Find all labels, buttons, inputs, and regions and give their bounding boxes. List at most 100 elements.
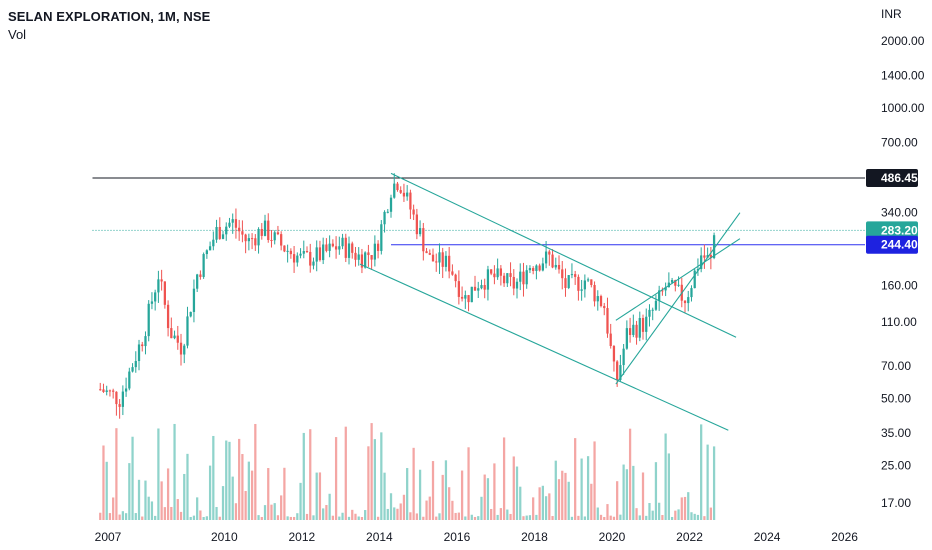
volume-bar: [451, 500, 454, 520]
candle-body: [693, 270, 696, 289]
candle-body: [709, 255, 712, 258]
candle-body: [218, 227, 221, 239]
trend-line[interactable]: [390, 172, 737, 338]
volume-bar: [512, 456, 515, 520]
candle-body: [538, 265, 541, 271]
volume-bar: [438, 513, 441, 520]
volume-bar: [150, 501, 154, 520]
volume-bar: [651, 510, 654, 520]
candle-body: [399, 190, 402, 193]
volume-bar: [367, 446, 370, 520]
candle-body: [315, 247, 318, 262]
volume-bar: [586, 456, 590, 520]
candle-body: [124, 388, 128, 392]
candle-body: [386, 211, 389, 213]
volume-bar: [603, 516, 606, 520]
candle-body: [276, 232, 280, 235]
volume-bar: [186, 453, 189, 520]
candle-body: [515, 281, 519, 289]
volume-bar: [677, 509, 680, 520]
candle-body: [535, 265, 538, 271]
volume-bar: [525, 515, 528, 520]
candle-body: [528, 268, 532, 271]
volume-bar: [128, 463, 131, 520]
volume-bar: [612, 516, 616, 520]
candle-body: [154, 292, 157, 302]
candle-body: [441, 252, 444, 267]
time-axis[interactable]: 2007 2010 2012 2014 2016 2018 2020 2022 2024 2026: [95, 530, 859, 544]
volume-bar: [115, 428, 118, 520]
candle-body: [683, 300, 687, 304]
volume-bar: [267, 468, 270, 520]
volume-bar: [364, 510, 367, 520]
volume-bar: [273, 503, 276, 520]
price-tag-label: 283.20: [881, 223, 918, 237]
volume-bar: [173, 423, 176, 520]
candle-body: [451, 271, 454, 275]
volume-bar: [515, 466, 519, 520]
candle-body: [499, 268, 502, 276]
candle-body: [173, 335, 176, 339]
candle-body: [244, 234, 247, 242]
candle-body: [179, 342, 183, 355]
candle-body: [383, 211, 386, 225]
candle-body: [567, 275, 570, 288]
candle-body: [638, 318, 641, 338]
volume-bar: [409, 512, 412, 520]
candle-body: [648, 309, 651, 317]
volume-bar: [257, 515, 260, 520]
volume-bar: [532, 497, 535, 520]
volume-bar: [102, 445, 105, 520]
candle-body: [202, 254, 205, 277]
candle-body: [199, 274, 202, 277]
trend-line[interactable]: [359, 263, 729, 431]
candle-body: [622, 348, 625, 366]
volume-bar: [628, 428, 632, 520]
candle-body: [176, 335, 179, 343]
volume-bar: [137, 479, 141, 520]
candle-body: [250, 238, 254, 240]
candle-body: [144, 336, 147, 347]
candle-body: [247, 238, 250, 242]
candle-body: [532, 268, 535, 271]
volume-bar: [551, 516, 554, 520]
candle-body: [412, 209, 415, 215]
volume-bar: [460, 470, 464, 520]
trend-line[interactable]: [615, 212, 741, 385]
volume-bar: [357, 516, 360, 520]
candle-body: [115, 391, 118, 405]
volume-bar: [580, 458, 583, 520]
candle-body: [457, 281, 460, 297]
trend-lines: [359, 172, 741, 431]
x-tick-label: 2012: [288, 530, 315, 544]
candle-body: [118, 404, 121, 407]
volume-bar: [322, 508, 325, 520]
candle-body: [263, 220, 267, 236]
candle-body: [483, 285, 486, 290]
volume-bar: [218, 516, 221, 520]
candle-body: [99, 389, 102, 391]
candle-body: [460, 296, 464, 299]
volume-bar: [179, 511, 183, 520]
candle-body: [373, 243, 376, 260]
volume-bar: [570, 516, 574, 520]
volume-bar: [670, 516, 674, 520]
candle-body: [512, 276, 515, 289]
candle-body: [635, 324, 638, 338]
price-tag: [866, 168, 918, 187]
volume-bar: [270, 504, 273, 520]
candle-body: [225, 226, 228, 235]
volume-bar: [99, 512, 102, 520]
candle-body: [228, 222, 231, 227]
volume-bar: [231, 476, 234, 520]
volume-bar: [464, 516, 467, 520]
x-tick-label: 2020: [599, 530, 626, 544]
volume-bar: [441, 474, 444, 520]
volume-bar: [609, 515, 612, 520]
volume-bar: [606, 504, 609, 520]
candle-body: [299, 253, 302, 256]
price-axis[interactable]: INR 2000.00 1400.00 1000.00 700.00 340.00 160…: [881, 7, 925, 510]
candle-body: [473, 286, 477, 291]
trend-line[interactable]: [615, 238, 741, 321]
